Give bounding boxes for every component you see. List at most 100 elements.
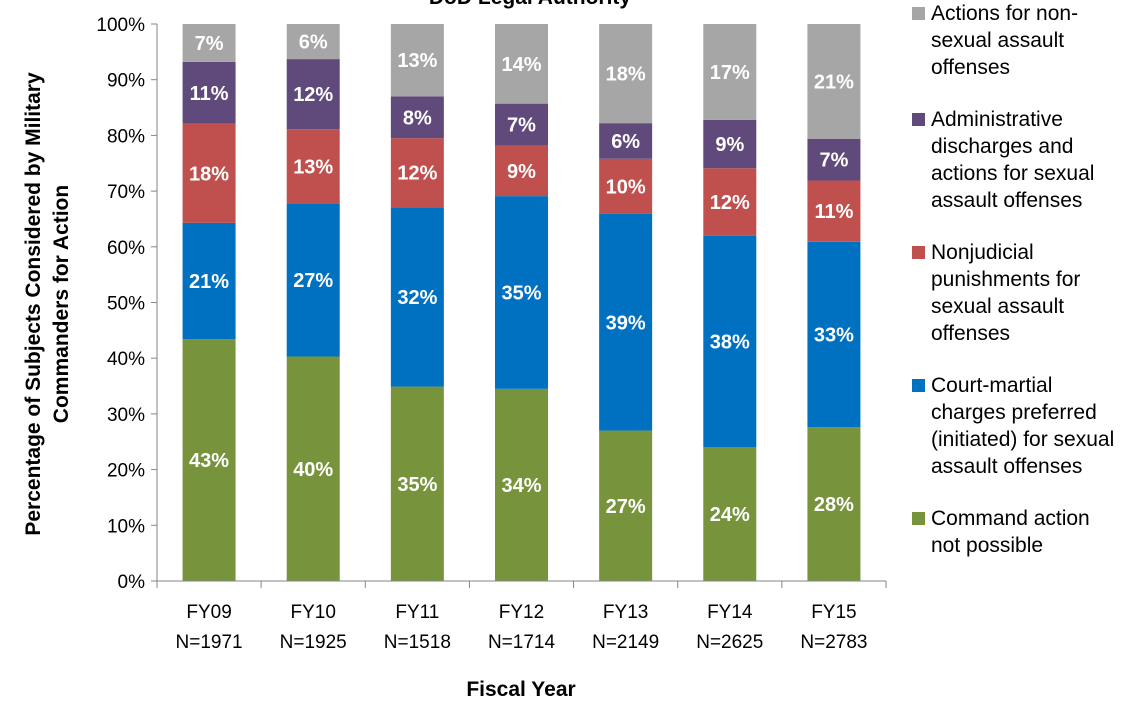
bar-segment bbox=[182, 123, 236, 223]
bar-segment bbox=[286, 203, 340, 357]
legend-item: Actions for non-sexual assault offenses bbox=[912, 2, 1078, 79]
legend-label-line: not possible bbox=[931, 534, 1043, 557]
y-tick-label: 0% bbox=[118, 572, 146, 593]
y-tick-label: 80% bbox=[107, 126, 145, 147]
legend-label-line: offenses bbox=[931, 322, 1010, 345]
bar-data-label: 27% bbox=[606, 496, 646, 518]
legend-label-line: offenses bbox=[931, 56, 1010, 79]
axes bbox=[156, 24, 886, 582]
bar-segment bbox=[599, 430, 653, 581]
bar-segment bbox=[286, 356, 340, 581]
bar-data-label: 14% bbox=[501, 54, 541, 76]
y-tick-label: 90% bbox=[107, 71, 145, 92]
bar-segment bbox=[182, 222, 236, 340]
bar-segment bbox=[390, 96, 444, 139]
bar-data-label: 13% bbox=[293, 156, 333, 178]
bar-segment bbox=[807, 138, 861, 181]
legend-item: Court-martial charges preferred (initiated… bbox=[912, 374, 1114, 478]
bar-data-label: 11% bbox=[190, 83, 229, 105]
legend-swatch bbox=[912, 113, 925, 126]
legend-swatch bbox=[912, 7, 925, 20]
bar-data-label: 24% bbox=[710, 504, 750, 526]
legend-item: Command action not possible bbox=[912, 507, 1090, 557]
bar-segment bbox=[807, 241, 861, 428]
x-tick-label-n: N=2625 bbox=[696, 632, 763, 653]
bar-data-label: 17% bbox=[710, 62, 750, 84]
bar-segment bbox=[495, 24, 548, 104]
legend-swatch bbox=[912, 246, 925, 259]
legend-swatch bbox=[912, 379, 925, 392]
legend-label-line: discharges and bbox=[931, 135, 1073, 158]
x-tick-label-n: N=1518 bbox=[384, 632, 451, 653]
y-tick-label: 30% bbox=[107, 405, 145, 426]
bar-segment bbox=[182, 24, 236, 62]
bar-data-label: 40% bbox=[293, 459, 333, 481]
bar-segment bbox=[390, 207, 444, 387]
legend-label-line: Actions for non- bbox=[931, 2, 1078, 25]
legend-label-line: Command action bbox=[931, 507, 1090, 530]
legend-label-line: Administrative bbox=[931, 108, 1063, 131]
bar-segment bbox=[807, 24, 861, 139]
bar-data-label: 6% bbox=[611, 131, 640, 153]
bar-segment bbox=[495, 196, 548, 389]
legend-label-line: sexual assault bbox=[931, 295, 1064, 318]
y-axis-title-line-2: Commanders for Action bbox=[50, 185, 73, 423]
bar-data-label: 12% bbox=[293, 84, 333, 106]
y-tick-label: 60% bbox=[107, 238, 145, 259]
bar-segment bbox=[599, 158, 653, 214]
bar-data-label: 13% bbox=[397, 50, 437, 72]
y-tick-label: 20% bbox=[107, 461, 145, 482]
bar-segment bbox=[599, 213, 653, 431]
y-axis-title: Percentage of Subjects Considered by Mil… bbox=[22, 72, 73, 536]
legend-label-line: Nonjudicial bbox=[931, 241, 1034, 264]
bar-segment bbox=[182, 61, 236, 124]
bar-data-label: 38% bbox=[710, 331, 750, 353]
bar-data-label: 7% bbox=[819, 150, 848, 172]
bar-segment bbox=[390, 24, 444, 97]
legend-item: Nonjudicial punishments for sexual assault… bbox=[912, 241, 1080, 345]
bar-data-label: 18% bbox=[606, 64, 646, 86]
bar-data-label: 35% bbox=[501, 282, 541, 304]
x-tick-label-n: N=1925 bbox=[280, 632, 347, 653]
x-axis-ticks: FY09 N=1971 FY10 N=1925 FY11 N=1518 FY12 N=1714… bbox=[156, 581, 887, 653]
bar-segment bbox=[599, 24, 653, 124]
bar-segment bbox=[599, 123, 653, 159]
x-tick-label-year: FY09 bbox=[186, 602, 231, 623]
bar-data-label: 12% bbox=[710, 192, 750, 214]
bar-data-label: 21% bbox=[189, 271, 229, 293]
y-tick-label: 100% bbox=[96, 15, 145, 36]
legend-label-line: Court-martial bbox=[931, 374, 1052, 397]
legend-item: Administrative discharges and actions for … bbox=[912, 108, 1094, 212]
legend-label-line: assault offenses bbox=[931, 189, 1082, 212]
x-tick-label-year: FY15 bbox=[811, 602, 856, 623]
legend-label-line: charges preferred bbox=[931, 401, 1097, 424]
y-axis-ticks: 0% 10% 20% 30% 40% 50% 60% 70% 80% 90% 100% bbox=[96, 15, 157, 593]
x-tick-label-year: FY10 bbox=[291, 602, 336, 623]
bar-segment bbox=[286, 59, 340, 130]
x-tick-label-n: N=2149 bbox=[592, 632, 659, 653]
x-tick-label-n: N=1714 bbox=[488, 632, 556, 653]
bar-data-label: 7% bbox=[507, 115, 536, 137]
x-axis-title: Fiscal Year bbox=[466, 678, 575, 701]
bar-data-label: 27% bbox=[293, 270, 333, 292]
bar-data-label: 10% bbox=[606, 176, 646, 198]
legend-label-line: actions for sexual bbox=[931, 162, 1094, 185]
bar-data-label: 12% bbox=[397, 163, 437, 185]
bar-segment bbox=[286, 129, 340, 204]
bar-data-label: 28% bbox=[814, 494, 854, 516]
bar-data-label: 21% bbox=[814, 71, 854, 93]
legend-swatch bbox=[912, 512, 925, 525]
bar-segment bbox=[703, 119, 757, 169]
legend-label-line: sexual assault bbox=[931, 29, 1064, 52]
y-tick-label: 70% bbox=[107, 182, 145, 203]
bar-segment bbox=[495, 103, 548, 146]
bar-segment bbox=[703, 168, 757, 236]
bar-data-label: 9% bbox=[507, 161, 536, 183]
bar-segment bbox=[286, 24, 340, 60]
bar-data-labels: 43% 21% 18% 11% 7% 40% 27% 13% 12% 6% 35% 32% 12% 8% 1… bbox=[189, 32, 854, 527]
x-tick-label-year: FY13 bbox=[603, 602, 648, 623]
bar-data-label: 34% bbox=[501, 475, 541, 497]
y-axis-title-line-1: Percentage of Subjects Considered by Mil… bbox=[22, 72, 45, 536]
y-tick-label: 40% bbox=[107, 349, 145, 370]
